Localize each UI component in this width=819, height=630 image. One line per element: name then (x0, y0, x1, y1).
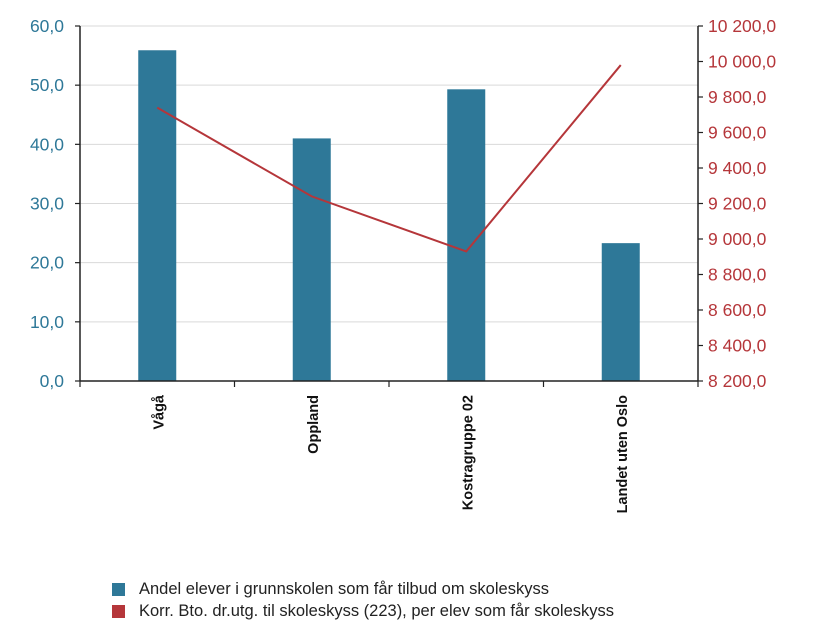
legend-item-bar: Andel elever i grunnskolen som får tilbu… (112, 578, 614, 600)
y-right-tick-label: 9 200,0 (708, 194, 767, 214)
y-right-tick-label: 9 400,0 (708, 158, 767, 178)
y-right-tick-label: 9 600,0 (708, 123, 767, 143)
legend: Andel elever i grunnskolen som får tilbu… (112, 578, 614, 622)
x-tick-label: Vågå (151, 394, 167, 430)
y-right-tick-label: 8 200,0 (708, 371, 767, 391)
y-right-tick-label: 8 400,0 (708, 336, 767, 356)
y-right-tick-label: 8 600,0 (708, 300, 767, 320)
x-tick-label: Oppland (306, 395, 322, 454)
y-left-tick-label: 30,0 (30, 194, 64, 214)
y-right-tick-label: 10 000,0 (708, 52, 776, 72)
x-tick-label: Kostragruppe 02 (460, 395, 476, 510)
bar (292, 138, 331, 381)
y-left-tick-label: 60,0 (30, 16, 64, 36)
y-right-tick-label: 9 000,0 (708, 229, 767, 249)
legend-swatch-bar (112, 582, 125, 596)
legend-label-bar: Andel elever i grunnskolen som får tilbu… (139, 579, 549, 598)
bar (138, 50, 177, 382)
y-right-tick-label: 9 800,0 (708, 87, 767, 107)
y-left-tick-label: 50,0 (30, 75, 64, 95)
legend-swatch-line (112, 604, 125, 618)
legend-label-line: Korr. Bto. dr.utg. til skoleskyss (223),… (139, 601, 615, 620)
y-left-tick-label: 10,0 (30, 312, 64, 332)
y-left-tick-label: 20,0 (30, 253, 64, 273)
y-right-tick-label: 10 200,0 (708, 16, 776, 36)
y-right-tick-label: 8 800,0 (708, 265, 767, 285)
y-left-tick-label: 40,0 (30, 134, 64, 154)
x-tick-label: Landet uten Oslo (615, 395, 631, 514)
line-series (156, 64, 622, 253)
y-left-tick-label: 0,0 (40, 371, 65, 391)
bar (601, 243, 640, 381)
legend-item-line: Korr. Bto. dr.utg. til skoleskyss (223),… (112, 600, 614, 622)
